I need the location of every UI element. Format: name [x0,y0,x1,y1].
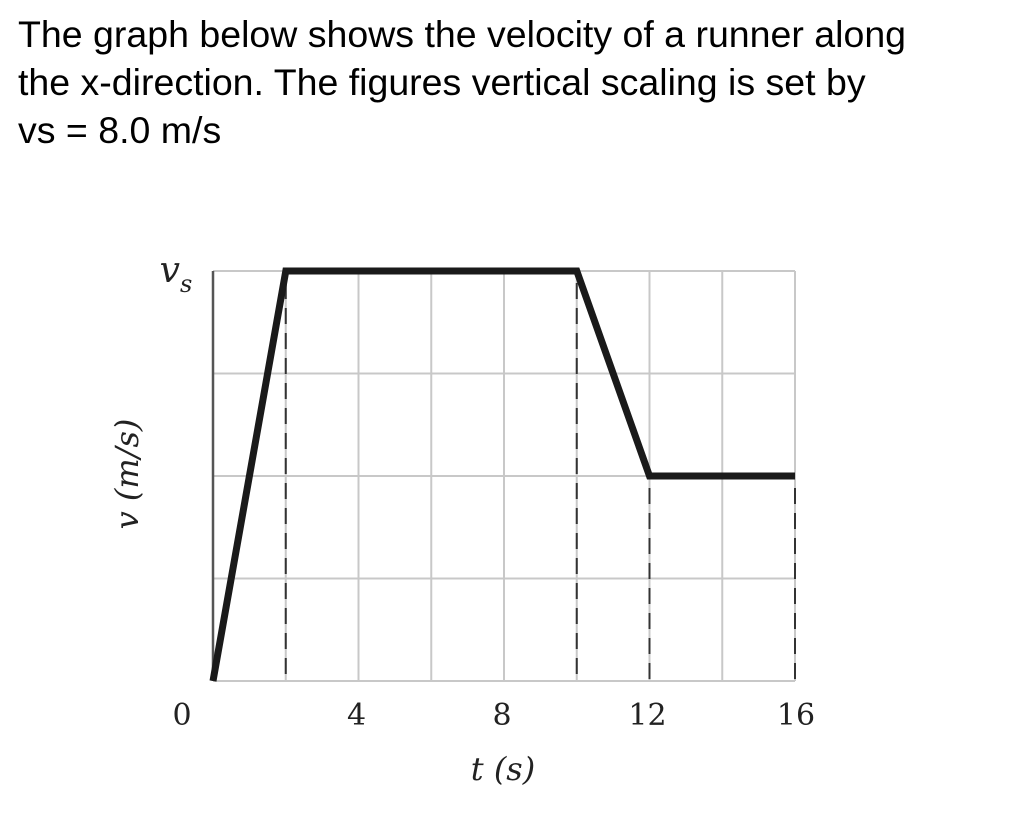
question-text: The graph below shows the velocity of a … [18,10,1008,154]
velocity-line [209,267,795,682]
axis-labels: vs 0 4 8 12 16 t (s) v (m/s) [108,250,815,788]
x-tick-label: 12 [628,698,666,733]
dashed-guides [284,283,796,681]
x-axis-title: t (s) [471,750,535,788]
question-line-3: vs = 8.0 m/s [18,109,222,151]
y-tick-label-zero: 0 [172,698,191,733]
velocity-series [209,267,795,682]
question-line-2: the x-direction. The figures vertical sc… [18,61,866,103]
y-tick-label-vs: vs [160,250,193,298]
question-line-1: The graph below shows the velocity of a … [18,13,907,55]
x-tick-labels: 4 8 12 16 [347,698,815,733]
x-tick-label: 16 [777,698,815,733]
x-tick-label: 4 [347,698,366,733]
y-axis-title: v (m/s) [108,419,146,530]
x-tick-label: 8 [492,698,511,733]
